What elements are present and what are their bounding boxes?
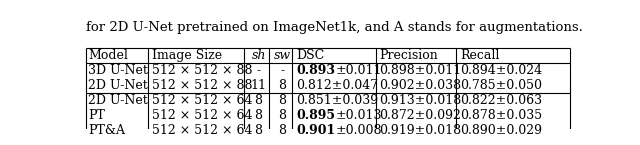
- Text: 0.893: 0.893: [296, 64, 335, 77]
- Text: 3D U-Net: 3D U-Net: [88, 64, 148, 77]
- Text: 0.895: 0.895: [296, 109, 335, 122]
- Text: 8: 8: [255, 109, 262, 122]
- Text: sh: sh: [252, 49, 266, 62]
- Text: 8: 8: [255, 94, 262, 107]
- Text: 512 × 512 × 64: 512 × 512 × 64: [152, 124, 253, 137]
- Text: 11: 11: [251, 79, 267, 92]
- Text: 8: 8: [278, 94, 287, 107]
- Text: 0.878±0.035: 0.878±0.035: [460, 109, 542, 122]
- Text: 2D U-Net: 2D U-Net: [88, 94, 148, 107]
- Text: 0.913±0.018: 0.913±0.018: [380, 94, 462, 107]
- Text: 0.902±0.038: 0.902±0.038: [380, 79, 461, 92]
- Text: 0.894±0.024: 0.894±0.024: [460, 64, 542, 77]
- Text: 8: 8: [278, 109, 287, 122]
- Text: 2D U-Net: 2D U-Net: [88, 79, 148, 92]
- Text: Image Size: Image Size: [152, 49, 223, 62]
- Text: ±0.008: ±0.008: [335, 124, 382, 137]
- Text: PT&A: PT&A: [88, 124, 125, 137]
- Text: -: -: [257, 64, 260, 77]
- Text: 512 × 512 × 88: 512 × 512 × 88: [152, 79, 253, 92]
- Text: 0.898±0.011: 0.898±0.011: [380, 64, 462, 77]
- Text: PT: PT: [88, 109, 105, 122]
- Text: -: -: [280, 64, 285, 77]
- Text: 0.919±0.018: 0.919±0.018: [380, 124, 461, 137]
- Text: 8: 8: [278, 79, 287, 92]
- Text: Recall: Recall: [460, 49, 499, 62]
- Text: 0.901: 0.901: [296, 124, 335, 137]
- Text: 0.851±0.039: 0.851±0.039: [296, 94, 378, 107]
- Text: DSC: DSC: [296, 49, 324, 62]
- Text: 0.822±0.063: 0.822±0.063: [460, 94, 542, 107]
- Text: 0.812±0.047: 0.812±0.047: [296, 79, 378, 92]
- Text: 8: 8: [255, 124, 262, 137]
- Text: 0.890±0.029: 0.890±0.029: [460, 124, 542, 137]
- Text: Precision: Precision: [380, 49, 438, 62]
- Text: 0.785±0.050: 0.785±0.050: [460, 79, 542, 92]
- Text: for 2D U-Net pretrained on ImageNet1k, and A stands for augmentations.: for 2D U-Net pretrained on ImageNet1k, a…: [86, 21, 583, 34]
- Text: 512 × 512 × 64: 512 × 512 × 64: [152, 94, 253, 107]
- Text: ±0.011: ±0.011: [335, 64, 381, 77]
- Text: sw: sw: [274, 49, 291, 62]
- Text: ±0.013: ±0.013: [335, 109, 381, 122]
- Text: 0.872±0.092: 0.872±0.092: [380, 109, 461, 122]
- Text: 8: 8: [278, 124, 287, 137]
- Text: 512 × 512 × 64: 512 × 512 × 64: [152, 109, 253, 122]
- Text: Model: Model: [88, 49, 128, 62]
- Text: 512 × 512 × 88: 512 × 512 × 88: [152, 64, 253, 77]
